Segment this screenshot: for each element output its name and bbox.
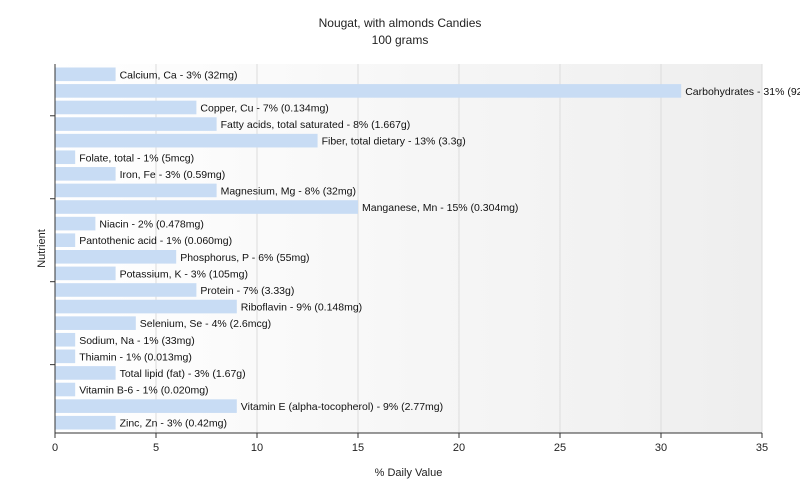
bar <box>55 399 237 413</box>
x-tick-label: 15 <box>352 442 364 454</box>
bar <box>55 249 177 264</box>
bar-data-label: Sodium, Na - 1% (33mg) <box>79 335 195 347</box>
bar-data-label: Magnesium, Mg - 8% (32mg) <box>221 185 356 197</box>
bar-data-label: Zinc, Zn - 3% (0.42mg) <box>120 418 227 430</box>
bar <box>55 84 682 98</box>
bar <box>55 150 76 165</box>
y-axis-title: Nutrient <box>36 229 48 268</box>
bar-data-label: Fatty acids, total saturated - 8% (1.667… <box>221 119 411 131</box>
bar-data-label: Vitamin B-6 - 1% (0.020mg) <box>79 385 208 397</box>
bar-data-label: Fiber, total dietary - 13% (3.3g) <box>322 136 466 148</box>
bar <box>55 117 217 131</box>
bar <box>55 366 116 380</box>
bars <box>55 67 682 430</box>
bar-data-label: Folate, total - 1% (5mcg) <box>79 152 194 164</box>
bar <box>55 382 76 397</box>
bar <box>55 167 116 181</box>
bar-data-label: Pantothenic acid - 1% (0.060mg) <box>79 235 232 247</box>
bar-labels: Calcium, Ca - 3% (32mg) Carbohydrates - 3… <box>79 69 800 429</box>
bar <box>55 299 237 314</box>
bar-data-label: Riboflavin - 9% (0.148mg) <box>241 302 362 314</box>
bar-data-label: Phosphorus, P - 6% (55mg) <box>180 252 309 264</box>
bar-data-label: Potassium, K - 3% (105mg) <box>120 268 248 280</box>
bar-data-label: Calcium, Ca - 3% (32mg) <box>120 69 238 81</box>
bar-data-label: Copper, Cu - 7% (0.134mg) <box>200 102 328 114</box>
bar-data-label: Selenium, Se - 4% (2.6mcg) <box>140 318 271 330</box>
bar <box>55 100 197 115</box>
axes <box>50 64 762 434</box>
bar-data-label: Carbohydrates - 31% (92.39g) <box>685 86 800 98</box>
x-tick-label: 10 <box>251 442 263 454</box>
x-tick-label: 20 <box>453 442 465 454</box>
x-axis-title: % Daily Value <box>375 467 443 479</box>
bar <box>55 133 318 148</box>
bar <box>55 233 76 248</box>
bar-data-label: Vitamin E (alpha-tocopherol) - 9% (2.77m… <box>241 401 443 413</box>
bar <box>55 316 136 330</box>
x-tick-label: 0 <box>52 442 58 454</box>
bar <box>55 67 116 82</box>
x-tick-label: 5 <box>153 442 159 454</box>
bar-data-label: Protein - 7% (3.33g) <box>200 285 294 297</box>
chart-subtitle: 100 grams <box>372 33 429 47</box>
x-tick-label: 35 <box>756 442 768 454</box>
bar <box>55 266 116 281</box>
chart-title: Nougat, with almonds Candies <box>319 16 482 30</box>
bar-data-label: Niacin - 2% (0.478mg) <box>99 219 203 231</box>
x-tick-label: 30 <box>655 442 667 454</box>
x-ticks: 0 5 10 15 20 25 30 35 <box>52 433 768 454</box>
bar <box>55 200 358 214</box>
bar <box>55 183 217 198</box>
bar <box>55 349 76 364</box>
bar-data-label: Thiamin - 1% (0.013mg) <box>79 351 192 363</box>
bar <box>55 283 197 297</box>
bar <box>55 216 96 231</box>
x-tick-label: 25 <box>554 442 566 454</box>
bar <box>55 415 116 430</box>
bar-data-label: Total lipid (fat) - 3% (1.67g) <box>120 368 246 380</box>
bar <box>55 332 76 347</box>
bar-data-label: Iron, Fe - 3% (0.59mg) <box>120 169 226 181</box>
bar-data-label: Manganese, Mn - 15% (0.304mg) <box>362 202 518 214</box>
